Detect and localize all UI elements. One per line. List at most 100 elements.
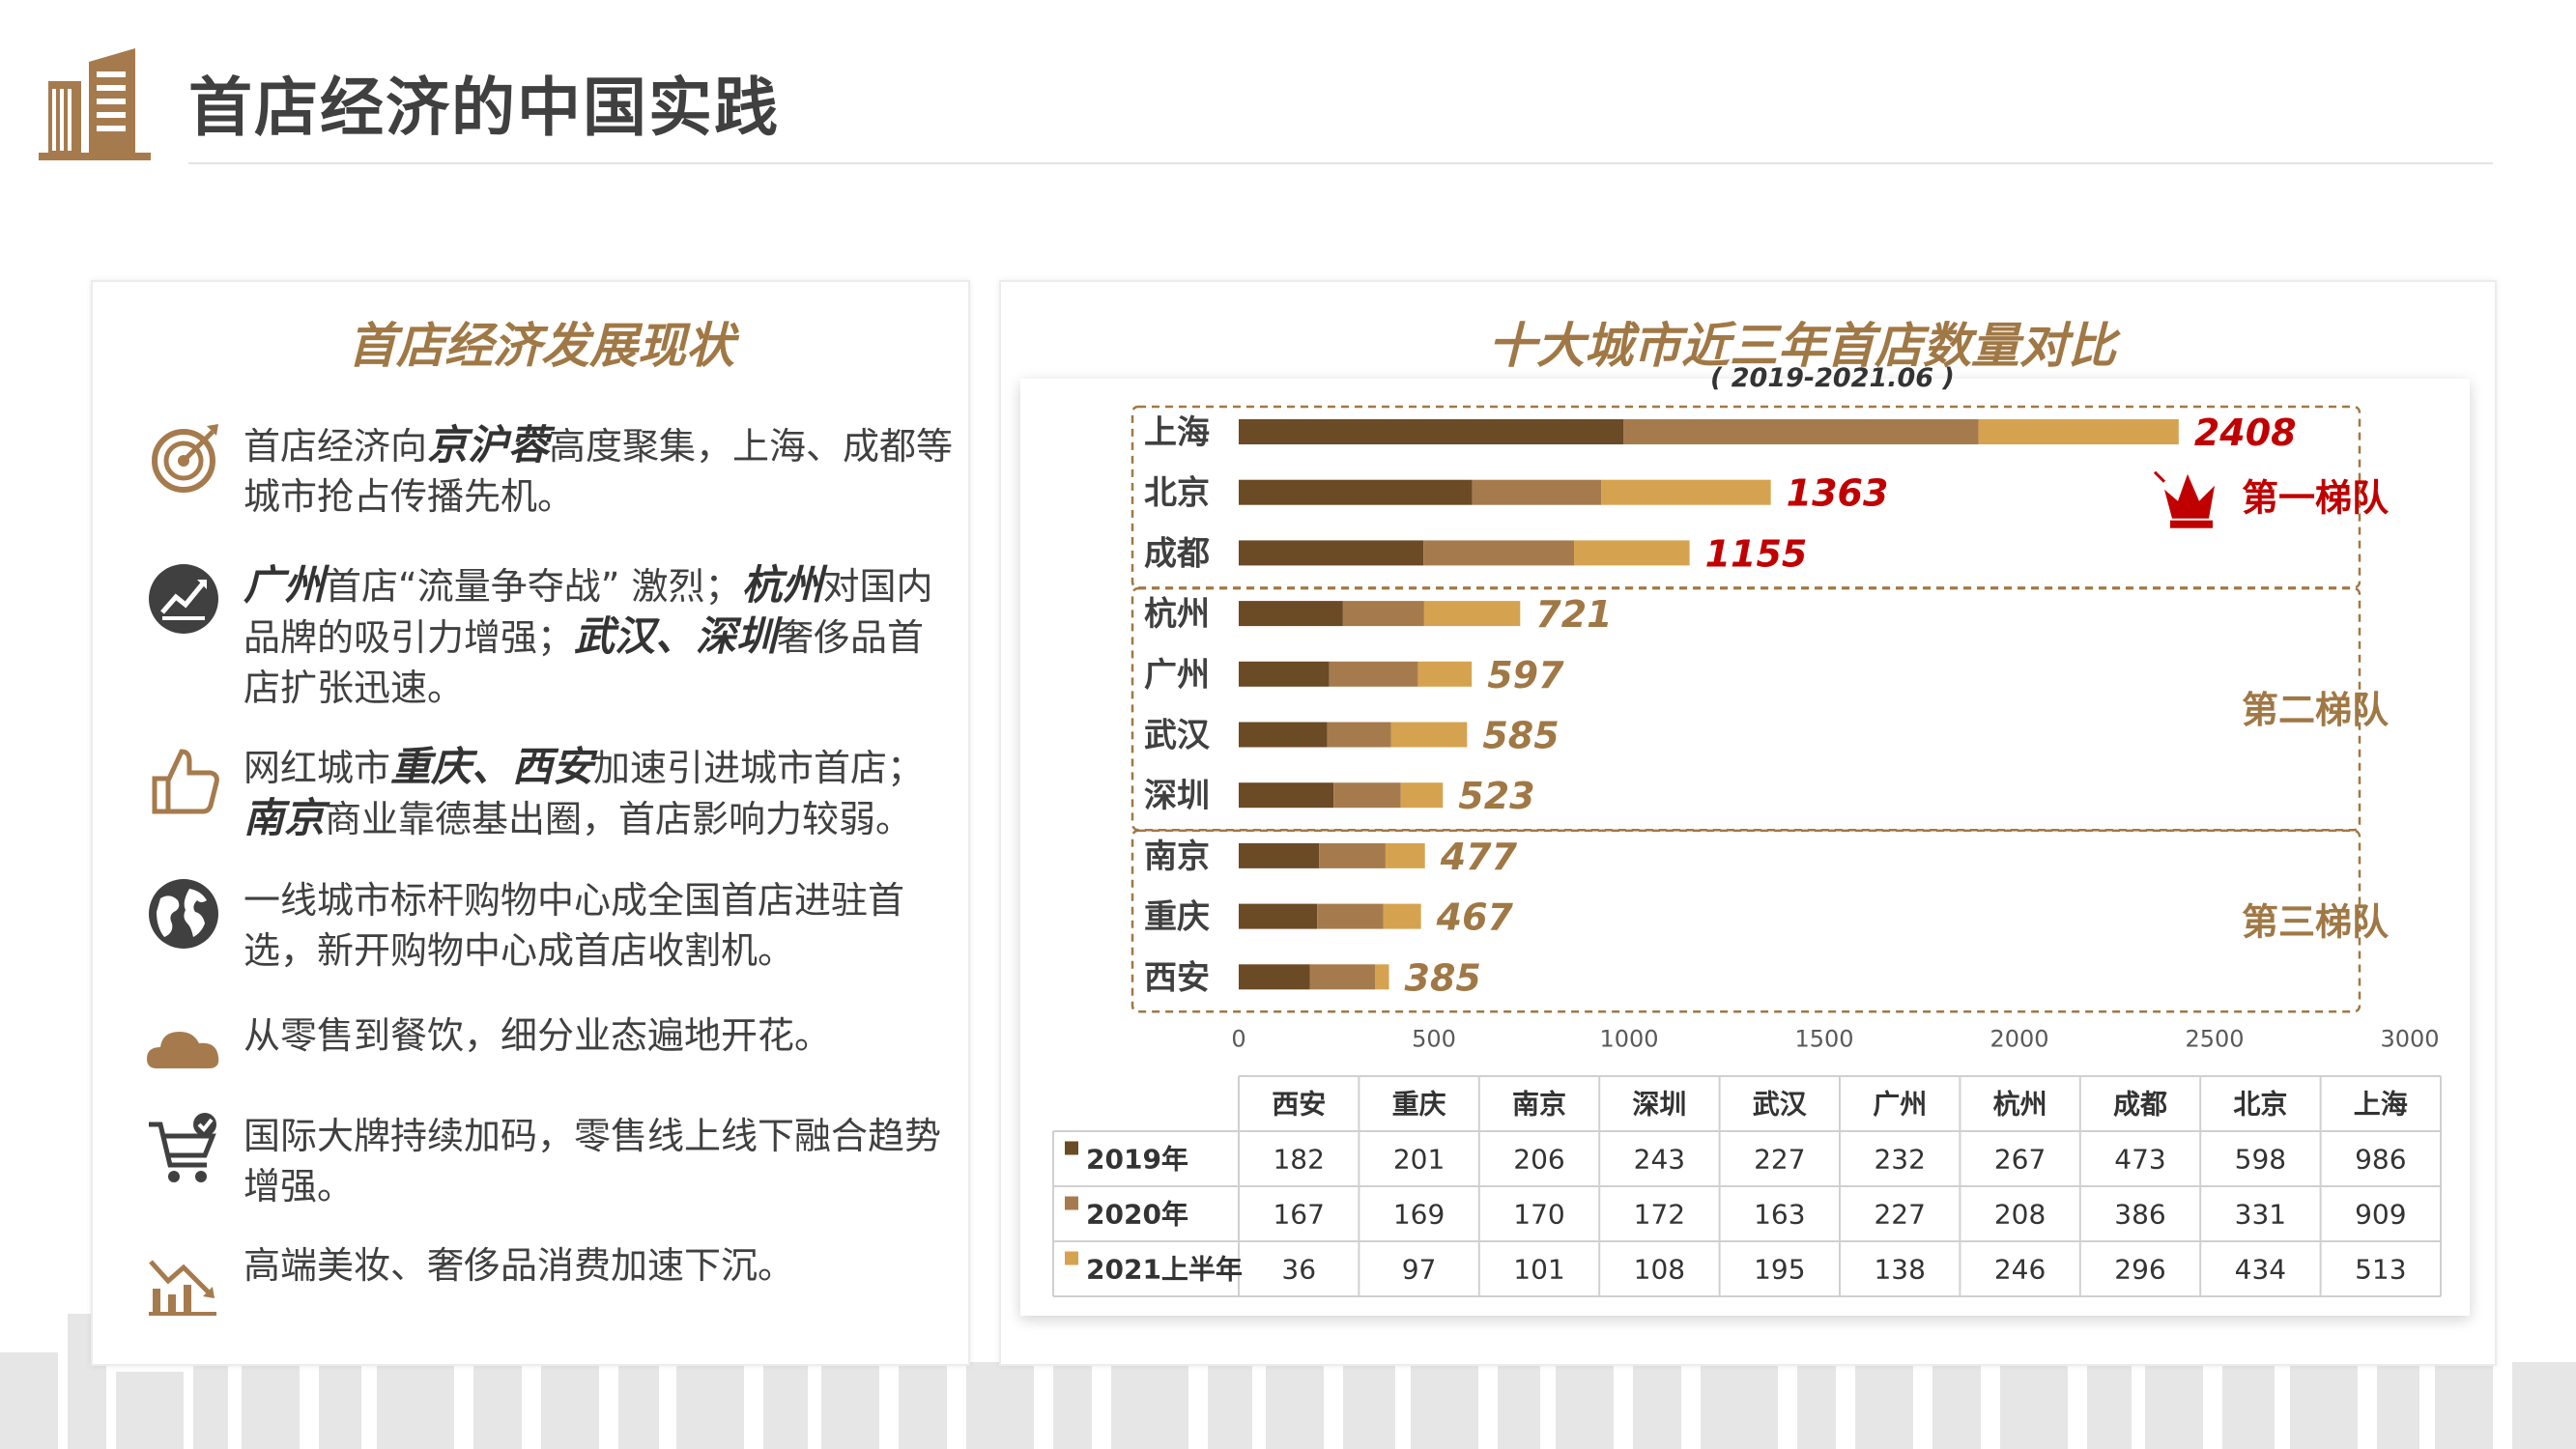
x-tick-label: 3000	[2380, 1025, 2439, 1052]
table-cell: 169	[1393, 1199, 1445, 1231]
total-label: 385	[1405, 956, 1481, 999]
chart-subtitle: ( 2019-2021.06 )	[1710, 363, 1955, 393]
trend-chart-icon	[149, 564, 218, 634]
bar-segment	[1239, 601, 1343, 627]
table-column-header: 武汉	[1753, 1089, 1808, 1121]
bullet-emphasis: 南京	[243, 794, 326, 841]
bar-segment	[1239, 540, 1424, 566]
table-cell: 986	[2355, 1144, 2406, 1176]
city-label: 重庆	[1144, 898, 1210, 937]
bullet-text: 高端美妆、奢侈品消费加速下沉。	[243, 1240, 959, 1291]
city-label: 上海	[1144, 413, 1210, 452]
tier-box	[1131, 829, 2361, 1013]
bar-segment	[1400, 782, 1444, 809]
bullet-emphasis: 武汉、深圳	[574, 612, 778, 660]
table-row-label: 2020年	[1086, 1199, 1188, 1231]
bullet-text: 广州首店“流量争夺战” 激烈；杭州对国内品牌的吸引力增强；武汉、深圳奢侈品首店扩…	[243, 560, 959, 713]
legend-swatch	[1065, 1196, 1078, 1210]
city-label: 成都	[1144, 534, 1210, 573]
table-cell: 170	[1513, 1199, 1564, 1231]
table-row-label: 2019年	[1086, 1144, 1188, 1176]
table-cell: 331	[2235, 1199, 2286, 1231]
bar-segment	[1374, 964, 1389, 990]
city-label: 杭州	[1144, 595, 1210, 634]
thumbs-up-icon	[152, 749, 219, 814]
bar-segment	[1333, 782, 1401, 809]
bar-segment	[1423, 540, 1575, 566]
bar-segment	[1239, 419, 1624, 444]
city-label: 西安	[1144, 958, 1210, 997]
bullet-text-part: 一线城市标杆购物中心成全国首店进驻首选，新开购物中心成首店收割机。	[243, 879, 905, 972]
bullet-text-part: 首店“流量争夺战” 激烈；	[325, 565, 742, 608]
table-cell: 227	[1874, 1199, 1925, 1231]
bullet-text-part: 对国内品牌的吸引力增强；	[243, 565, 933, 659]
total-label: 721	[1535, 593, 1612, 636]
x-tick-label: 1500	[1794, 1025, 1853, 1052]
table-cell: 434	[2235, 1254, 2286, 1286]
table-cell: 232	[1874, 1144, 1925, 1176]
bar-segment	[1472, 479, 1602, 505]
total-label: 597	[1487, 654, 1564, 696]
bar-segment	[1623, 419, 1979, 444]
shopping-cart-icon	[149, 1113, 216, 1182]
bullet-text: 一线城市标杆购物中心成全国首店进驻首选，新开购物中心成首店收割机。	[243, 875, 959, 976]
table-column-header: 南京	[1512, 1089, 1566, 1121]
table-cell: 227	[1754, 1144, 1805, 1176]
table-cell: 598	[2235, 1144, 2286, 1176]
table-cell: 167	[1273, 1199, 1324, 1231]
x-tick-label: 2000	[1989, 1025, 2048, 1052]
table-cell: 208	[1994, 1199, 2046, 1231]
table-cell: 195	[1754, 1254, 1805, 1286]
header-divider	[188, 162, 2493, 164]
bar-segment	[1417, 661, 1473, 687]
bar-segment	[1574, 540, 1690, 566]
bullet-text-part: 高度聚集，上海、成都等城市抢占传播先机。	[243, 425, 954, 518]
tier-box	[1131, 586, 2361, 832]
table-column-header: 重庆	[1392, 1089, 1446, 1121]
bullet-text-part: 首店经济向	[243, 425, 428, 468]
table-cell: 163	[1754, 1199, 1805, 1231]
bar-segment	[1317, 903, 1384, 929]
bar-segment	[1327, 722, 1391, 748]
table-cell: 296	[2114, 1254, 2165, 1286]
bullet-emphasis: 杭州	[741, 561, 823, 609]
table-cell: 243	[1634, 1144, 1685, 1176]
table-cell: 246	[1994, 1254, 2046, 1286]
table-cell: 108	[1634, 1254, 1685, 1286]
bar-segment	[1601, 479, 1771, 505]
status-panel-title: 首店经济发展现状	[348, 318, 734, 374]
table-cell: 182	[1273, 1144, 1324, 1176]
bullet-emphasis: 重庆、西安	[390, 743, 594, 790]
table-cell: 513	[2355, 1254, 2406, 1286]
bar-segment	[1239, 479, 1473, 505]
table-cell: 97	[1402, 1254, 1437, 1286]
bar-segment	[1239, 903, 1318, 929]
table-cell: 267	[1994, 1144, 2046, 1176]
tier-label: 第一梯队	[2242, 477, 2390, 520]
page-title: 首店经济的中国实践	[188, 71, 780, 145]
table-cell: 138	[1874, 1254, 1925, 1286]
bar-segment	[1342, 601, 1424, 627]
city-label: 南京	[1144, 838, 1210, 876]
crown-icon	[2153, 470, 2215, 528]
table-column-header: 深圳	[1632, 1089, 1686, 1121]
bullet-emphasis: 广州	[243, 561, 326, 609]
total-label: 477	[1440, 836, 1518, 878]
table-cell: 909	[2355, 1199, 2406, 1231]
bar-segment	[1329, 661, 1418, 687]
table-cell: 206	[1513, 1144, 1564, 1176]
total-label: 467	[1436, 896, 1514, 939]
bullet-text: 网红城市重庆、西安加速引进城市首店； 南京商业靠德基出圈，首店影响力较弱。	[243, 742, 959, 844]
city-label: 武汉	[1144, 717, 1211, 755]
building-logo-icon	[39, 48, 151, 160]
target-icon	[152, 424, 218, 493]
bullet-text-part: 网红城市	[243, 747, 391, 789]
city-label: 北京	[1144, 474, 1210, 513]
total-label: 1363	[1787, 472, 1889, 515]
total-label: 2408	[2194, 412, 2297, 454]
legend-swatch	[1065, 1251, 1078, 1265]
bar-segment	[1239, 661, 1330, 687]
bullet-text: 从零售到餐饮，细分业态遍地开花。	[243, 1010, 959, 1061]
chart-title: 十大城市近三年首店数量对比	[1488, 318, 2116, 374]
table-cell: 201	[1393, 1144, 1445, 1176]
